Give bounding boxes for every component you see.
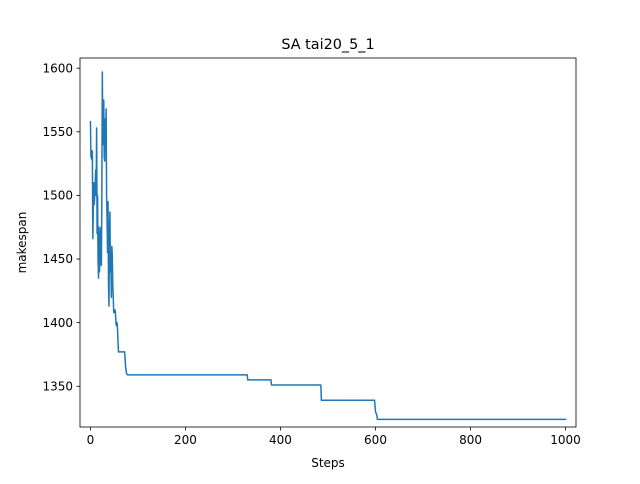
y-tick-label: 1450: [42, 252, 73, 266]
plot-frame: [79, 57, 577, 428]
y-tick-label: 1550: [42, 125, 73, 139]
plot-area: [89, 71, 567, 421]
y-axis-label: makespan: [15, 212, 29, 274]
x-tick-label: 1000: [550, 433, 581, 447]
x-tick-label: 0: [87, 433, 95, 447]
x-tick-label: 200: [174, 433, 197, 447]
x-tick-label: 800: [459, 433, 482, 447]
series-line: [89, 71, 567, 421]
x-tick-label: 600: [364, 433, 387, 447]
x-tick-label: 400: [269, 433, 292, 447]
y-tick-label: 1350: [42, 379, 73, 393]
x-axis-label: Steps: [311, 456, 345, 470]
y-tick-label: 1500: [42, 189, 73, 203]
y-tick-label: 1400: [42, 316, 73, 330]
y-tick-label: 1600: [42, 61, 73, 75]
chart-title: SA tai20_5_1: [281, 37, 374, 53]
axes: 0 200 400 600 800 1000 1350 1400 1450 1500 1550 160…: [42, 61, 580, 447]
